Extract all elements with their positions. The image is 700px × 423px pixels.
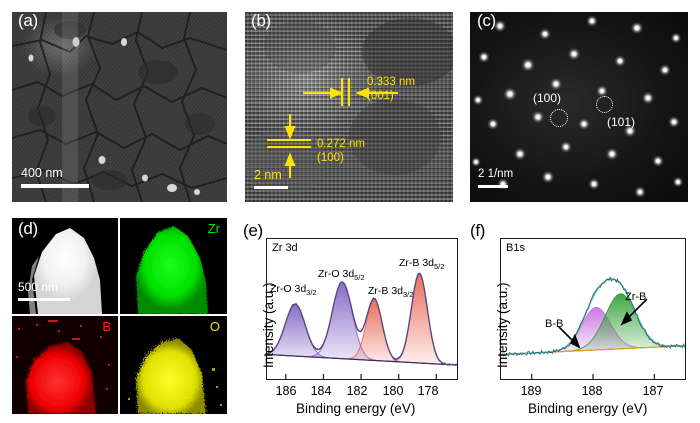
peak-label-zro-3d32: Zr-O 3d3/2 [270,283,317,298]
plane-text-001: (001) [367,90,394,102]
panel-e-region-label: Zr 3d [272,242,298,254]
spacing-text-0272: 0.272 nm [317,138,365,150]
panel-b-scale-label: 2 nm [254,168,282,182]
grain-boundaries [12,12,227,202]
eds-label-b: B [102,319,111,334]
panel-f-region-label: B1s [506,242,525,254]
panel-e-xtick-182: 182 [346,384,368,398]
panel-e-letter: (e) [243,221,263,240]
peak-label-zrb: Zr-B [625,291,647,303]
panel-e-xlabel: Binding energy (eV) [296,401,416,416]
peak-label-zrb-3d52: Zr-B 3d5/2 [399,257,445,272]
spacing-line-a [341,78,344,106]
peak-label-zro-3d52: Zr-O 3d5/2 [318,268,365,283]
spacing-line-c [267,139,311,142]
eds-map-o: O [120,316,227,414]
panel-d-letter: (d) [18,219,38,238]
panel-f-ylabel: Intensity (a.u.) [495,282,510,368]
zr-signal [136,226,208,314]
panel-f-xtick-188: 188 [581,384,603,398]
panel-a-scale-label: 400 nm [21,166,63,180]
panel-b-scale-bar [254,186,288,189]
xps-zr3d-curves [267,272,457,379]
peak-label-zrb-3d32: Zr-B 3d3/2 [368,285,414,300]
panel-b-letter: (b) [251,11,271,30]
panel-f-letter: (f) [470,221,486,240]
lattice-fringes [245,12,453,202]
panel-a-letter: (a) [18,11,38,30]
panel-c-scale-bar [478,185,508,188]
saed-marker-100 [550,109,568,127]
saed-label-101: (101) [607,115,636,129]
eds-map-haadf: 500 nm [12,218,118,314]
panel-e-xtick-180: 180 [382,384,404,398]
panel-d-scale-bar [18,297,70,301]
panel-a-scale-bar [21,184,89,188]
o-signal [128,338,222,414]
plane-text-100: (100) [317,152,344,164]
panel-b-hrtem-image: 0.333 nm (001) 0.272 nm (100) 2 nm [245,12,453,202]
peak-label-bb: B-B [545,318,564,330]
panel-a-tem-image: 400 nm [12,12,227,202]
panel-e-xtick-184: 184 [310,384,332,398]
saed-spots [471,15,684,198]
lattice-fringes-secondary [245,12,453,202]
panel-f-plot [500,238,686,380]
saed-label-100: (100) [533,91,562,105]
panel-d-scale-label: 500 nm [18,280,59,294]
eds-label-zr: Zr [207,221,220,236]
spacing-arrows-0272 [284,114,296,178]
hrtem-shading [245,18,453,196]
saed-marker-101 [596,96,613,113]
b-signal [12,316,118,414]
xps-b1s-curves [501,275,685,379]
panel-c-saed-image: (100) (101) 2 1/nm [470,12,688,202]
eds-map-zr: Zr [120,218,227,314]
panel-e-xtick-186: 186 [275,384,297,398]
panel-e-plot [266,238,458,380]
eds-map-b: B [12,316,118,414]
panel-f-xlabel: Binding energy (eV) [528,401,648,416]
spacing-line-b [348,78,351,106]
panel-e-xtick-178: 178 [417,384,439,398]
spacing-line-d [267,146,311,149]
spacing-arrows-0333 [303,87,398,99]
panel-c-scale-label: 2 1/nm [478,168,514,180]
spacing-text-0333: 0.333 nm [367,76,415,88]
panel-f-xtick-187: 187 [642,384,664,398]
panel-c-letter: (c) [477,11,496,30]
panel-d-eds-maps: 500 nm Zr [12,218,227,414]
eds-label-o: O [209,319,220,334]
panel-f-xtick-189: 189 [520,384,542,398]
